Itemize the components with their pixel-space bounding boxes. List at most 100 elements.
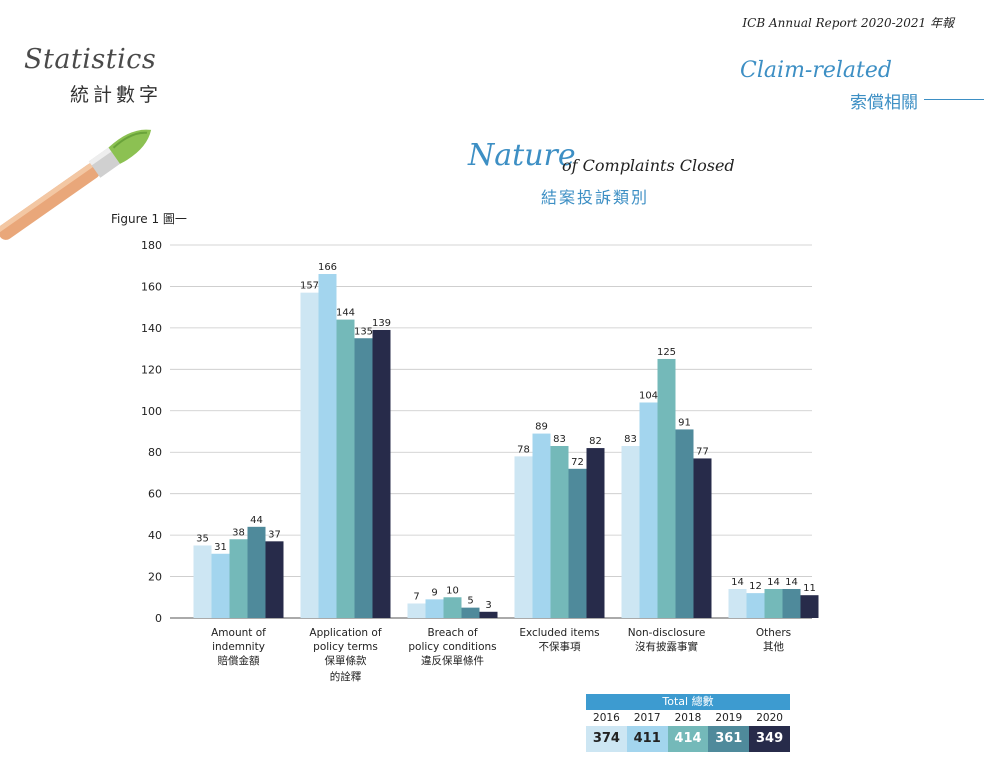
bar-2018: [657, 358, 676, 618]
data-label: 89: [535, 422, 548, 433]
bar-2017: [746, 593, 765, 618]
category-label: Application of policy terms 保單條款 的詮釋: [291, 626, 401, 684]
bar-2018: [443, 597, 462, 618]
bar-2016: [514, 456, 533, 618]
totals-header: Total 總數: [586, 694, 790, 710]
y-tick-label: 120: [141, 363, 162, 376]
data-label: 38: [232, 527, 245, 538]
data-label: 5: [467, 596, 473, 607]
data-label: 14: [785, 577, 798, 588]
data-label: 104: [639, 390, 658, 401]
data-label: 14: [767, 577, 780, 588]
category-label-line: 違反保單條件: [421, 655, 484, 667]
bar-2017: [318, 274, 337, 618]
bar-2017: [211, 553, 230, 618]
bar-2019: [247, 526, 266, 618]
data-label: 83: [553, 434, 566, 445]
category-label-line: Amount of: [211, 627, 266, 639]
data-label: 139: [372, 318, 391, 329]
category-label-line: 保單條款: [324, 655, 367, 667]
category-label-line: 不保事項: [538, 641, 581, 653]
bar-2020: [693, 458, 712, 618]
y-tick-label: 40: [148, 529, 162, 542]
bar-2016: [621, 446, 640, 618]
data-label: 31: [214, 542, 227, 553]
total-2017: 411: [626, 726, 668, 752]
bar-2016: [300, 292, 319, 618]
bar-2020: [586, 448, 605, 618]
bar-2018: [764, 588, 783, 618]
data-label: 77: [696, 446, 709, 457]
category-label-line: Excluded items: [519, 627, 600, 639]
category-label-line: indemnity: [212, 641, 265, 653]
data-label: 7: [413, 591, 419, 602]
data-label: 144: [336, 308, 355, 319]
data-label: 166: [318, 262, 337, 273]
bar-2020: [479, 611, 498, 618]
category-label-line: 沒有披露事實: [635, 641, 698, 653]
data-label: 44: [250, 515, 263, 526]
total-2018: 414: [667, 726, 709, 752]
y-tick-label: 140: [141, 322, 162, 335]
report-header: ICB Annual Report 2020-2021 年報: [742, 16, 954, 30]
total-2016: 374: [586, 726, 627, 752]
y-tick-label: 100: [141, 405, 162, 418]
data-label: 83: [624, 434, 637, 445]
bar-2019: [675, 429, 694, 618]
paintbrush-illustration: [0, 129, 152, 240]
bar-2020: [800, 595, 819, 618]
total-2020: 349: [749, 726, 790, 752]
category-label: Others 其他: [719, 626, 829, 654]
data-label: 9: [431, 587, 437, 598]
category-label-line: 的詮釋: [329, 671, 362, 683]
chart-title-nature: Nature: [468, 138, 576, 173]
bar-2020: [372, 329, 391, 618]
statistics-heading-zh: 統計數字: [70, 84, 163, 106]
bar-2020: [265, 541, 284, 618]
category-label-line: Breach of: [427, 627, 478, 639]
bar-2018: [336, 319, 355, 618]
category-label: Non-disclosure 沒有披露事實: [612, 626, 722, 654]
bar-2019: [354, 338, 373, 618]
bar-2018: [550, 446, 569, 618]
y-tick-label: 180: [141, 239, 162, 252]
bar-2018: [229, 539, 248, 618]
totals-year: 2018: [674, 712, 702, 724]
category-label-line: Application of: [309, 627, 382, 639]
section-title: Claim-related: [740, 58, 892, 83]
category-label-line: policy conditions: [408, 641, 497, 653]
y-tick-label: 20: [148, 571, 162, 584]
category-label: Excluded items 不保事項: [505, 626, 615, 654]
bar-2017: [425, 599, 444, 618]
data-label: 72: [571, 457, 584, 468]
totals-year: 2016: [593, 712, 620, 724]
data-label: 11: [803, 583, 816, 594]
data-label: 12: [749, 581, 762, 592]
data-label: 78: [517, 444, 530, 455]
bar-2019: [782, 588, 801, 618]
data-label: 10: [446, 585, 459, 596]
totals-table: Total 總數 2016 2017 2018 2019 2020 374 41…: [586, 694, 790, 752]
bar-2017: [532, 433, 551, 618]
bar-2017: [639, 402, 658, 618]
data-label: 37: [268, 529, 281, 540]
data-label: 125: [657, 347, 676, 358]
data-label: 35: [196, 533, 209, 544]
y-tick-label: 160: [141, 280, 162, 293]
y-tick-label: 80: [148, 446, 162, 459]
totals-year: 2020: [756, 712, 783, 724]
totals-year: 2019: [715, 712, 743, 724]
bar-2016: [407, 603, 426, 618]
data-label: 135: [354, 326, 373, 337]
data-label: 82: [589, 436, 602, 447]
chart-title-zh: 結案投訴類別: [541, 188, 650, 207]
bar-2019: [568, 468, 587, 618]
category-label-line: Non-disclosure: [627, 627, 706, 639]
totals-years-row: 2016 2017 2018 2019 2020: [586, 710, 790, 726]
data-label: 157: [300, 281, 319, 292]
totals-year: 2017: [633, 712, 661, 724]
data-label: 91: [678, 417, 691, 428]
total-2019: 361: [708, 726, 750, 752]
data-label: 14: [731, 577, 744, 588]
figure-label: Figure 1 圖一: [111, 212, 187, 226]
